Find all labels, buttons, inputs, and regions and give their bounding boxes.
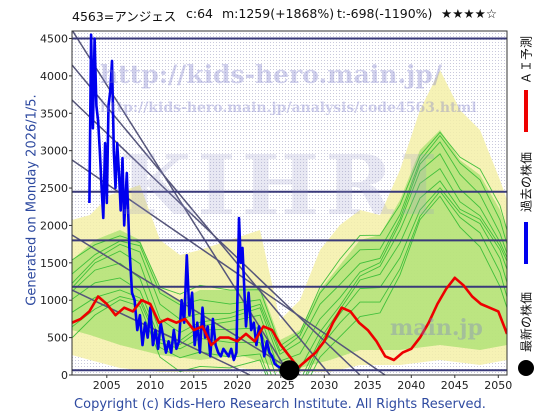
legend-past-price-swatch <box>524 222 528 264</box>
y-tick-label: 4000 <box>40 70 68 83</box>
level-line-layer <box>72 37 507 372</box>
series-ai-forecast-line <box>72 276 507 369</box>
latest-price-marker <box>279 360 300 381</box>
legend-latest-price-label: 最新の株価 <box>519 291 534 353</box>
trend-line <box>72 31 291 375</box>
watermark-bottom-url: main.jp <box>390 315 483 341</box>
forecast-band-line <box>72 153 507 362</box>
marker-layer <box>279 360 300 381</box>
legend-ai-forecast-swatch <box>524 90 528 132</box>
y-tick-label: 1500 <box>40 257 68 270</box>
x-tick-label: 2040 <box>397 379 425 392</box>
watermark-logo: KIHRI <box>120 138 444 234</box>
x-tick-label: 2030 <box>310 379 338 392</box>
x-tick-label: 2020 <box>223 379 251 392</box>
header-rating-stars: ★★★★☆ <box>441 6 498 21</box>
y-tick-label: 2500 <box>40 182 68 195</box>
y-tick-label: 3000 <box>40 145 68 158</box>
watermark-analysis-url: http://kids-hero.main.jp/analysis/code45… <box>100 100 477 116</box>
trend-line <box>72 64 331 375</box>
y-tick-label: 2000 <box>40 219 68 232</box>
forecast-band-line <box>72 134 507 352</box>
forecast-band-line <box>72 131 507 347</box>
series-past-price-line <box>88 33 290 372</box>
y-tick-label: 4500 <box>40 32 68 45</box>
x-tick-label: 2025 <box>267 379 295 392</box>
x-tick-label: 2035 <box>354 379 382 392</box>
x-tick-label: 2010 <box>136 379 164 392</box>
y-tick-label: 3500 <box>40 107 68 120</box>
watermark-url: http://kids-hero.main.jp/ <box>100 60 442 89</box>
y-tick-label: 0 <box>61 369 68 382</box>
x-tick-label: 2015 <box>180 379 208 392</box>
header-mid-price: m:1259(+1868%) <box>222 6 335 21</box>
legend-latest-price-marker <box>518 360 534 376</box>
forecast-band-line <box>72 195 507 375</box>
trend-line <box>72 99 361 375</box>
y-tick-label: 1000 <box>40 294 68 307</box>
legend-ai-forecast-label: ＡＩ予測 <box>519 35 534 85</box>
header-code-name: 4563=アンジェス <box>72 9 177 24</box>
header-current-price: c:64 <box>186 6 213 21</box>
axis-layer: 0 500 1000 1500 2000 2500 3000 3500 4000 4500 2005… <box>40 32 512 392</box>
legend-past-price-label: 過去の株価 <box>519 151 534 213</box>
y-tick-label: 500 <box>47 332 68 345</box>
series-layer <box>72 33 507 372</box>
x-tick-label: 2005 <box>93 379 121 392</box>
x-tick-label: 2050 <box>484 379 512 392</box>
footer-copyright: Copyright (c) Kids-Hero Research Institu… <box>74 397 486 412</box>
header-target-price: t:-698(-1190%) <box>337 6 433 21</box>
x-tick-label: 2045 <box>441 379 469 392</box>
